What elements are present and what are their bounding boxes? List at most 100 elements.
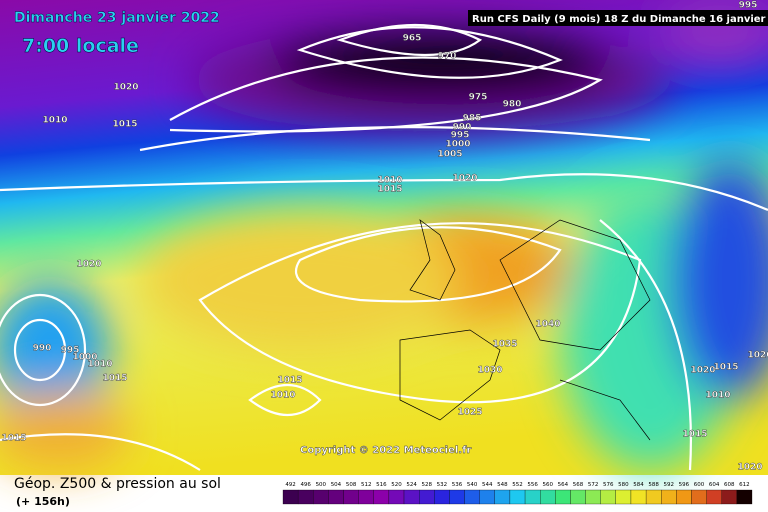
colorbar-swatch: [540, 489, 556, 505]
isobar-label: 1020: [452, 174, 477, 184]
colorbar-swatch: [691, 489, 707, 505]
colorbar-swatch: [676, 489, 692, 505]
colorbar-swatch: [419, 489, 435, 505]
isobar-label: 1010: [270, 391, 295, 401]
colorbar-label: 596: [679, 482, 690, 488]
isobar-label: 1015: [682, 430, 707, 440]
colorbar-swatch: [721, 489, 738, 505]
isobar-label: 995: [451, 131, 470, 141]
isobar-label: 1030: [477, 366, 502, 376]
colorbar-label: 504: [331, 482, 342, 488]
isobar-label: 1015: [277, 376, 302, 386]
colorbar-label: 608: [724, 482, 735, 488]
colorbar-label: 552: [512, 482, 523, 488]
colorbar-swatch: [297, 489, 314, 505]
colorbar-label: 508: [346, 482, 357, 488]
isobar-label: 1020: [747, 351, 768, 361]
map-field: [0, 0, 768, 475]
colorbar-label: 612: [739, 482, 750, 488]
isobar-label: 995: [739, 1, 758, 11]
colorbar-swatch: [313, 489, 329, 505]
isobar-label: 1000: [72, 353, 97, 363]
isobar-label: 1020: [76, 260, 101, 270]
colorbar-swatch: [570, 489, 586, 505]
isobar-label: 990: [453, 123, 472, 133]
colorbar-label: 500: [316, 482, 327, 488]
isobar-label: 1035: [492, 340, 517, 350]
isobar-label: 1010: [705, 391, 730, 401]
colorbar-swatch: [494, 489, 511, 505]
colorbar-swatch: [524, 489, 541, 505]
colorbar-label: 588: [648, 482, 659, 488]
isobar-label: 1020: [690, 366, 715, 376]
colorbar-swatch: [434, 489, 450, 505]
colorbar-swatch: [509, 489, 526, 505]
isobar-label: 1000: [445, 140, 470, 150]
date: Dimanche 23 janvier 2022: [14, 10, 220, 26]
isobar-label: 1015: [102, 374, 127, 384]
isobar-label: 1040: [535, 320, 560, 330]
colorbar-label: 512: [361, 482, 372, 488]
isobar-label: 1015: [1, 434, 26, 444]
colorbar-swatch: [449, 489, 465, 505]
colorbar-swatch: [661, 489, 677, 505]
colorbar-swatch: [328, 489, 344, 505]
colorbar-label: 568: [573, 482, 584, 488]
run-box: [468, 10, 768, 26]
colorbar-label: 540: [467, 482, 478, 488]
colorbar-label: 556: [527, 482, 538, 488]
footer-title: Géop. Z500 & pression au sol: [14, 476, 221, 492]
colorbar-swatch: [706, 489, 722, 505]
colorbar-swatch: [630, 489, 647, 505]
colorbar-swatch: [388, 489, 405, 505]
colorbar-label: 604: [709, 482, 720, 488]
colorbar-label: 536: [452, 482, 463, 488]
isobar-label: 1020: [737, 463, 762, 473]
colorbar-label: 524: [406, 482, 417, 488]
copyright: Copyright © 2022 Meteociel.fr: [300, 445, 471, 456]
footer-lead: (+ 156h): [16, 495, 70, 508]
colorbar-label: 528: [421, 482, 432, 488]
isobar-label: 970: [438, 52, 457, 62]
colorbar-swatch: [555, 489, 571, 505]
colorbar-swatch: [585, 489, 601, 505]
colorbar-swatch: [645, 489, 662, 505]
colorbar-label: 516: [376, 482, 387, 488]
isobar-label: 1005: [437, 150, 462, 160]
isobar-label: 1015: [112, 120, 137, 130]
colorbar-swatch: [600, 489, 616, 505]
isobar-label: 990: [33, 344, 52, 354]
colorbar-swatch: [343, 489, 359, 505]
time: 7:00 locale: [22, 35, 139, 57]
colorbar-label: 560: [543, 482, 554, 488]
colorbar-swatch: [615, 489, 632, 505]
colorbar-label: 520: [391, 482, 402, 488]
colorbar-label: 572: [588, 482, 599, 488]
colorbar-label: 492: [285, 482, 296, 488]
colorbar-label: 544: [482, 482, 493, 488]
run: Run CFS Daily (9 mois) 18 Z du Dimanche …: [472, 14, 768, 25]
colorbar-label: 584: [633, 482, 644, 488]
colorbar-swatch: [479, 489, 495, 505]
isobar-label: 1015: [713, 363, 738, 373]
colorbar-label: 548: [497, 482, 508, 488]
isobar-label: 965: [403, 34, 422, 44]
colorbar-label: 564: [558, 482, 569, 488]
colorbar-label: 600: [694, 482, 705, 488]
colorbar-swatch: [373, 489, 390, 505]
isobar-label: 995: [61, 346, 80, 356]
colorbar-swatch: [464, 489, 480, 505]
isobar-label: 1025: [457, 408, 482, 418]
isobar-label: 1020: [113, 83, 138, 93]
colorbar-swatch: [282, 489, 299, 505]
isobar-label: 980: [503, 100, 522, 110]
colorbar-swatch: [358, 489, 374, 505]
colorbar-swatch: [403, 489, 420, 505]
colorbar-label: 496: [300, 482, 311, 488]
isobar-label: 1010: [377, 176, 402, 186]
isobar-label: 1010: [87, 360, 112, 370]
isobar-label: 1010: [42, 116, 67, 126]
isobar-label: 1015: [377, 185, 402, 195]
colorbar-label: 576: [603, 482, 614, 488]
